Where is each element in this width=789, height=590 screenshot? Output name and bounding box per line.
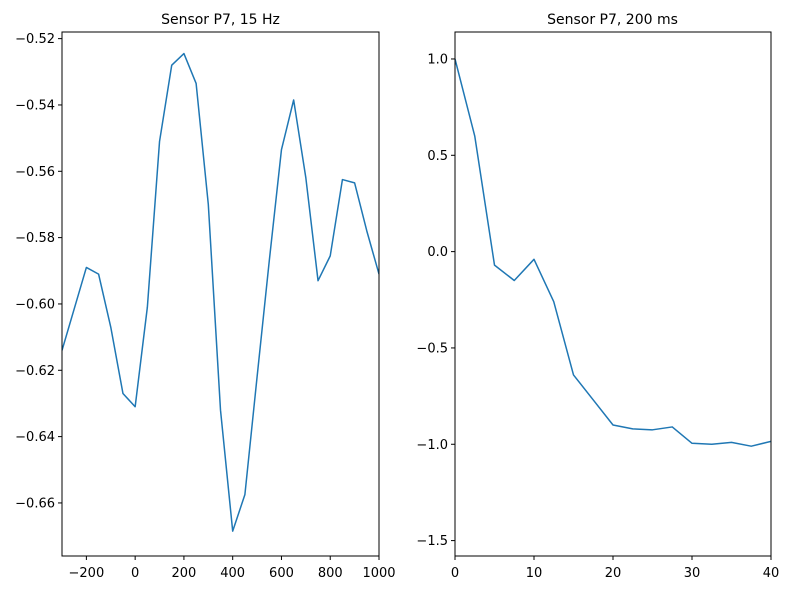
right-chart-panel: Sensor P7, 200 ms 0 10 20 30 40 1.0 0.5 0.0 −0.5… bbox=[416, 12, 779, 581]
right-chart-x-tick-label: 30 bbox=[684, 566, 701, 581]
left-chart-y-tick-label: −0.60 bbox=[15, 297, 55, 312]
left-chart-frame bbox=[61, 31, 380, 557]
left-chart-x-tick-label: 0 bbox=[131, 566, 139, 581]
left-chart-axes: −200 0 200 400 600 800 1000 −0.52 −0.54 −0.56 −0.5… bbox=[15, 32, 395, 581]
left-chart-plot-area bbox=[62, 52, 379, 532]
left-chart-series-line bbox=[62, 52, 379, 532]
left-chart-x-tick-label: 400 bbox=[220, 566, 245, 581]
left-chart-x-tick-label: 800 bbox=[318, 566, 343, 581]
right-chart-y-tick-label: −1.5 bbox=[416, 534, 448, 549]
right-chart-series-line bbox=[455, 58, 771, 447]
right-chart-frame bbox=[454, 31, 772, 557]
right-chart-y-tick-label: 0.0 bbox=[427, 245, 448, 260]
left-chart-panel: Sensor P7, 15 Hz −200 0 200 400 600 800 1000 −0… bbox=[15, 12, 395, 581]
left-chart-x-tick-label: −200 bbox=[69, 566, 105, 581]
right-chart-x-tick-label: 0 bbox=[451, 566, 459, 581]
left-chart-y-tick-label: −0.56 bbox=[15, 165, 55, 180]
right-chart-x-tick-label: 20 bbox=[605, 566, 622, 581]
right-chart-y-tick-label: −1.0 bbox=[416, 438, 448, 453]
right-chart-axes: 0 10 20 30 40 1.0 0.5 0.0 −0.5 −1.0 −1.5 bbox=[416, 52, 779, 581]
right-chart-x-tick-label: 40 bbox=[763, 566, 780, 581]
left-chart-x-tick-label: 600 bbox=[269, 566, 294, 581]
right-chart-plot-area bbox=[455, 58, 771, 447]
left-chart-y-tick-label: −0.52 bbox=[15, 32, 55, 47]
left-chart-y-tick-label: −0.62 bbox=[15, 364, 55, 379]
right-chart-title: Sensor P7, 200 ms bbox=[547, 12, 678, 28]
left-chart-x-tick-label: 1000 bbox=[362, 566, 395, 581]
left-chart-y-tick-label: −0.64 bbox=[15, 430, 55, 445]
left-chart-y-tick-label: −0.58 bbox=[15, 231, 55, 246]
right-chart-x-tick-label: 10 bbox=[526, 566, 543, 581]
right-chart-y-tick-label: 0.5 bbox=[427, 149, 448, 164]
left-chart-y-tick-label: −0.66 bbox=[15, 496, 55, 511]
left-chart-x-tick-label: 200 bbox=[172, 566, 197, 581]
left-chart-y-tick-label: −0.54 bbox=[15, 98, 55, 113]
right-chart-y-tick-label: −0.5 bbox=[416, 341, 448, 356]
left-chart-title: Sensor P7, 15 Hz bbox=[161, 12, 280, 28]
right-chart-y-tick-label: 1.0 bbox=[427, 52, 448, 67]
